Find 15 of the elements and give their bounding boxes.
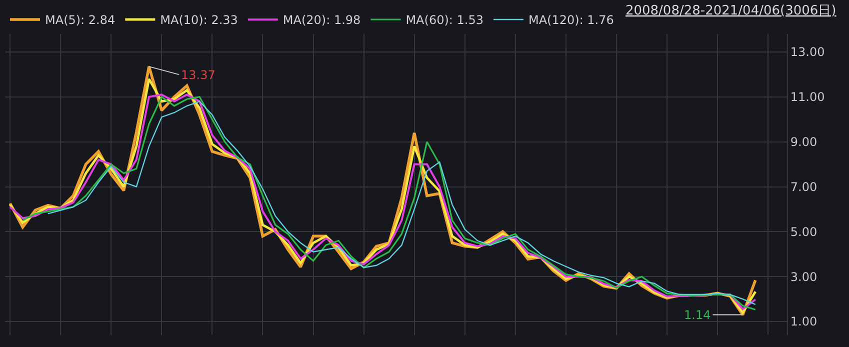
legend-label: MA(120): 1.76	[528, 13, 614, 28]
legend-label: MA(20): 1.98	[282, 13, 361, 28]
annotation: 13.37	[181, 68, 216, 82]
y-tick-label: 11.00	[790, 90, 825, 104]
annotation: 1.14	[684, 308, 711, 322]
legend-label: MA(5): 2.84	[45, 13, 116, 28]
legend-label: MA(60): 1.53	[406, 13, 484, 28]
chart-title: 2008/08/28-2021/04/06(3006日)	[625, 3, 836, 18]
y-tick-label: 7.00	[790, 180, 818, 194]
y-tick-label: 1.00	[790, 314, 818, 329]
y-tick-label: 9.00	[790, 135, 818, 150]
y-tick-label: 13.00	[790, 45, 825, 60]
legend-label: MA(10): 2.33	[160, 13, 238, 28]
y-tick-label: 3.00	[790, 270, 818, 284]
y-tick-label: 5.00	[790, 224, 818, 239]
